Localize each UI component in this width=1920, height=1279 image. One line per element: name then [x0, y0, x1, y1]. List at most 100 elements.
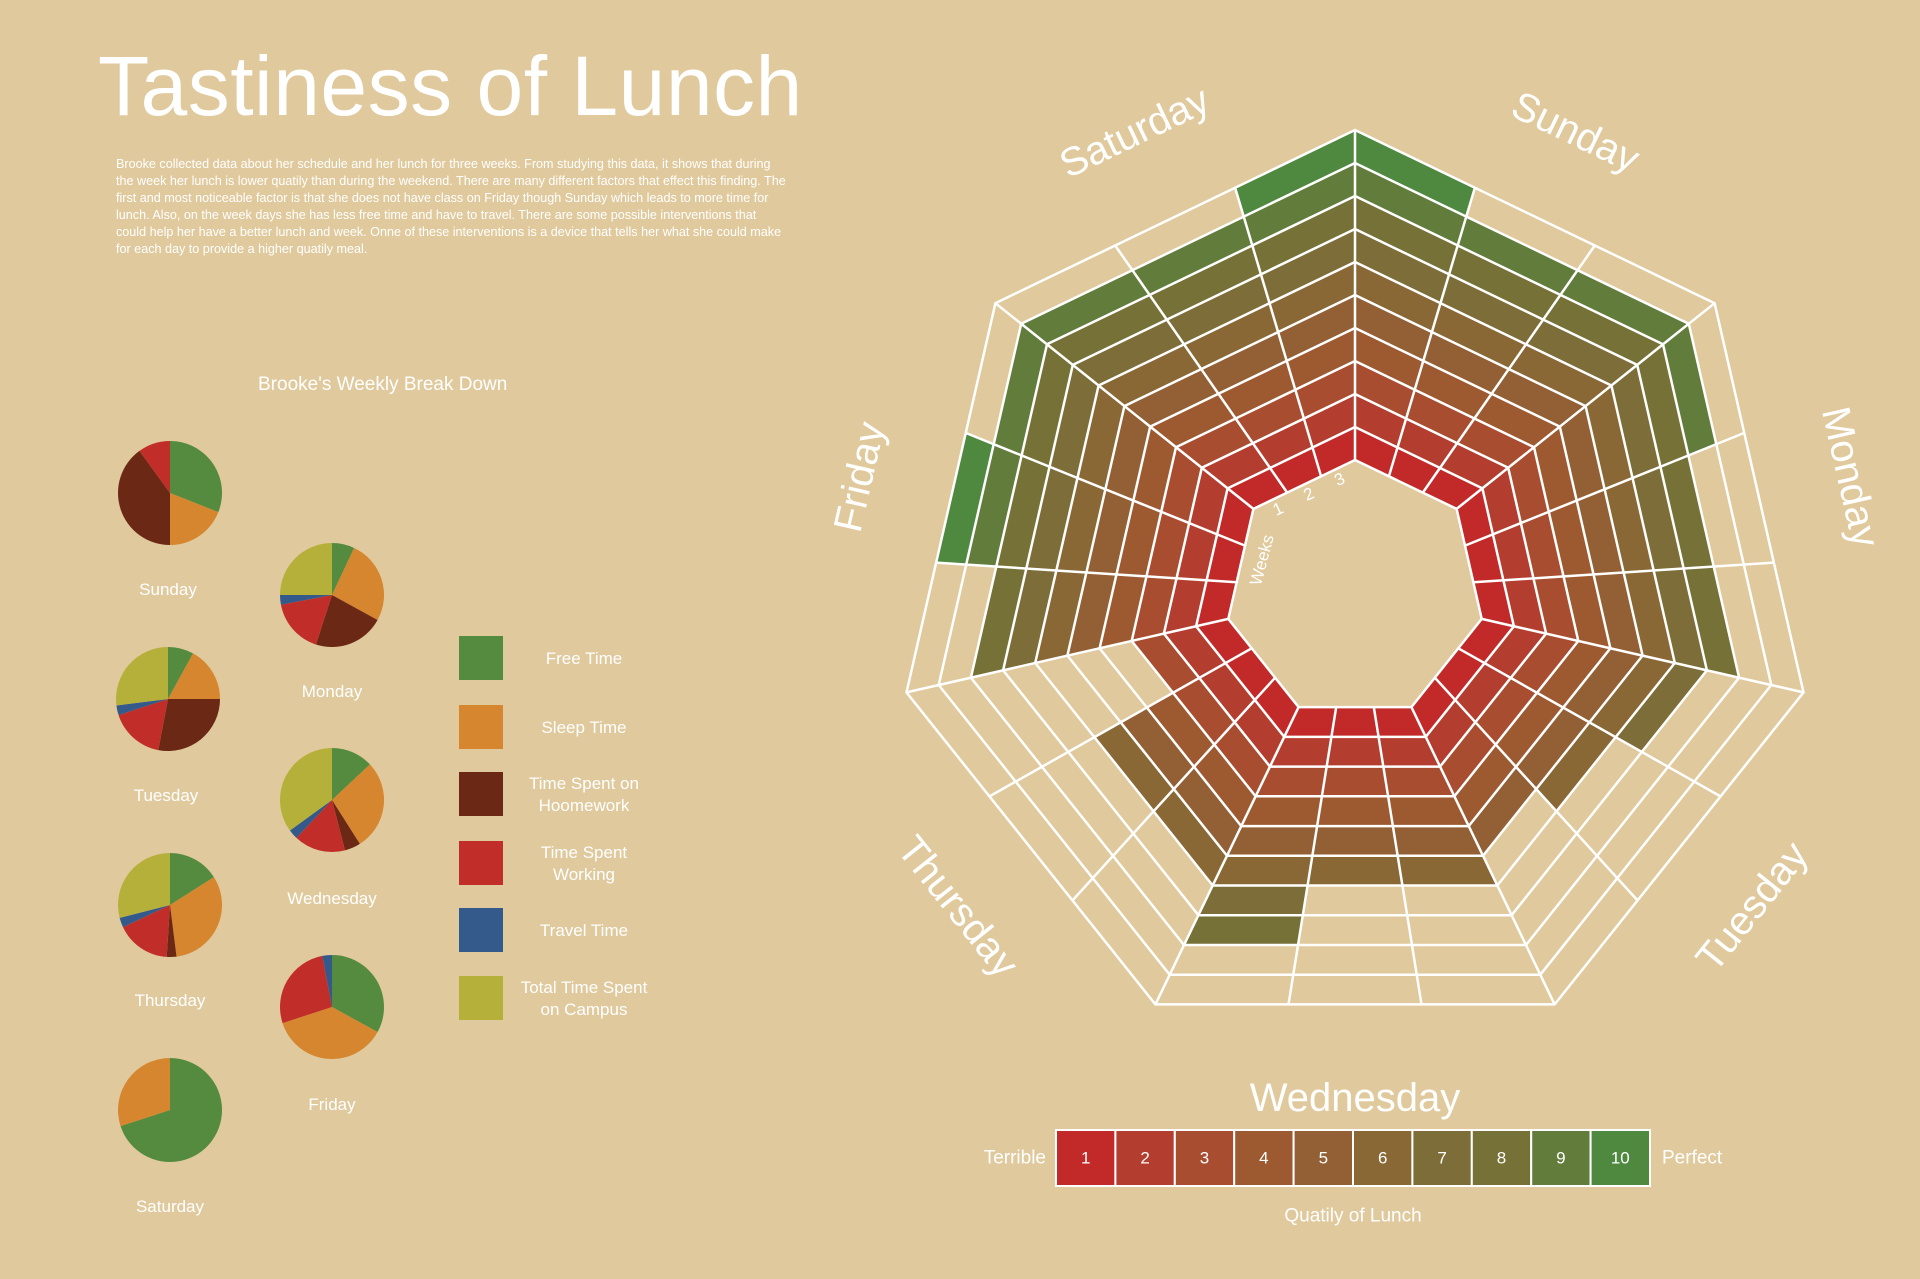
- radar-cell-tuesday-week-3-level-1: [1411, 677, 1456, 737]
- pie-slice-thursday-free-time: [170, 853, 214, 905]
- radar-spoke-3-2: [1287, 706, 1338, 1005]
- radar-cell-friday-week-1-level-5: [1067, 572, 1117, 656]
- radar-cell-tuesday-week-3-level-4: [1454, 744, 1516, 827]
- scale-value-2: 2: [1140, 1149, 1149, 1168]
- radar-cell-friday-week-1-level-8: [970, 566, 1027, 678]
- radar-cell-sunday-week-2-level-4: [1414, 360, 1492, 419]
- page-title: Tastiness of Lunch: [98, 39, 803, 133]
- radar-day-thursday: [1094, 618, 1299, 886]
- radar-cell-saturday-week-2-level-4: [1218, 360, 1296, 419]
- radar-cell-tuesday-week-2-level-6: [1536, 722, 1616, 812]
- pie-slice-wednesday-free-time: [332, 748, 370, 800]
- radar-cell-wednesday-week-3-level-2: [1270, 736, 1332, 767]
- legend-swatch-campus: [459, 976, 503, 1020]
- radar-cell-saturday-week-1-level-5: [1124, 369, 1219, 427]
- pie-slice-thursday-sleep-time: [170, 877, 223, 957]
- scale-value-9: 9: [1556, 1149, 1565, 1168]
- radar-day-wednesday: [1184, 707, 1498, 945]
- radar-cell-monday-week-2-level-6: [1604, 478, 1654, 573]
- legend-label-campus: Total Time Spent on Campus: [520, 978, 648, 1019]
- radar-cell-wednesday-week-1-level-3: [1383, 766, 1455, 797]
- pie-slice-tuesday-free-time: [168, 647, 194, 699]
- pie-slice-monday-working: [280, 595, 332, 645]
- radar-cell-wednesday-week-2-level-4: [1317, 796, 1393, 827]
- radar-cell-thursday-week-1-level-4: [1194, 744, 1256, 827]
- legend-swatch-working: [459, 841, 503, 885]
- radar-cell-tuesday-week-2-level-1: [1434, 648, 1485, 700]
- radar-cell-sunday-week-1-level-8: [1355, 196, 1458, 275]
- pie-label-friday: Friday: [308, 1095, 356, 1114]
- scale-box-8: [1470, 1129, 1533, 1187]
- radar-cell-monday-week-1-level-7: [1611, 364, 1661, 478]
- radar-cell-thursday-week-2-level-1: [1225, 648, 1276, 700]
- radar-cell-saturday-week-1-level-9: [1021, 270, 1150, 345]
- radar-cell-saturday-week-1-level-7: [1072, 319, 1184, 386]
- radar-ring-4: [1098, 326, 1612, 828]
- radar-cell-sunday-week-1-level-5: [1355, 295, 1432, 361]
- radar-label-wednesday: Wednesday: [1250, 1076, 1461, 1120]
- pie-charts: [115, 441, 385, 1163]
- pie-label-thursday: Thursday: [134, 991, 206, 1010]
- radar-cell-friday-week-1-level-4: [1099, 574, 1147, 649]
- radar-cell-wednesday-week-3-level-4: [1241, 796, 1322, 827]
- radar-cell-friday-week-2-level-9: [966, 444, 1022, 567]
- pie-slice-wednesday-campus: [280, 748, 332, 831]
- pie-label-sunday: Sunday: [139, 580, 197, 599]
- radar-cell-tuesday-week-2-level-2: [1455, 663, 1511, 723]
- radar-cell-saturday-week-2-level-9: [1132, 216, 1253, 295]
- radar-cell-tuesday-week-3-level-5: [1468, 766, 1537, 856]
- pie-label-saturday: Saturday: [135, 1197, 205, 1216]
- pie-slice-monday-homework: [315, 595, 378, 647]
- radar-cell-wednesday-week-3-level-5: [1227, 826, 1318, 856]
- radar-cell-wednesday-week-2-level-1: [1331, 707, 1379, 737]
- legend-item-free-time: Free Time: [459, 636, 759, 682]
- radar-spoke-6-2: [1233, 187, 1323, 477]
- radar-spoke-3-1: [1372, 706, 1423, 1005]
- radar-spoke-2-2: [1433, 676, 1639, 902]
- radar-label-monday: Monday: [1813, 403, 1888, 552]
- radar-cell-saturday-week-1-level-6: [1098, 344, 1202, 407]
- radar-cell-saturday-week-1-level-2: [1201, 443, 1270, 489]
- pie-slice-tuesday-campus: [115, 647, 168, 706]
- scale-box-6: [1352, 1129, 1414, 1187]
- scale-box-7: [1411, 1129, 1473, 1187]
- radar-cell-saturday-week-3-level-5: [1278, 295, 1355, 361]
- radar-label-tuesday: Tuesday: [1688, 834, 1817, 980]
- radar-cell-wednesday-week-3-level-8: [1184, 915, 1303, 945]
- radar-cell-sunday-week-2-level-9: [1457, 216, 1578, 295]
- pie-tuesday: [115, 647, 220, 752]
- radar-cell-wednesday-week-2-level-3: [1321, 766, 1389, 797]
- radar-cell-monday-week-1-level-8: [1637, 344, 1689, 467]
- pie-slice-tuesday-travel: [116, 699, 168, 716]
- radar-cell-sunday-week-3-level-2: [1440, 443, 1509, 489]
- radar-cell-saturday-week-2-level-5: [1201, 332, 1287, 394]
- legend-swatch-free-time: [459, 636, 503, 680]
- radar-cell-tuesday-week-1-level-6: [1589, 655, 1675, 738]
- radar-cell-thursday-week-1-level-3: [1214, 722, 1270, 797]
- radar-ring-9: [937, 161, 1773, 976]
- radar-label-thursday: Thursday: [889, 828, 1027, 986]
- legend-item-working: Time Spent Working: [459, 841, 759, 887]
- legend-item-campus: Total Time Spent on Campus: [459, 976, 759, 1022]
- intro-paragraph: Brooke collected data about her schedule…: [116, 157, 786, 256]
- radar-ring-0: [1226, 458, 1484, 709]
- radar-cell-friday-week-3-level-5: [1105, 406, 1151, 501]
- radar-cell-sunday-week-1-level-9: [1355, 163, 1467, 246]
- radar-cell-saturday-week-1-level-4: [1150, 393, 1236, 448]
- radar-label-friday: Friday: [826, 418, 894, 536]
- radar-ring-3: [1130, 359, 1580, 798]
- radar-cell-thursday-week-2-level-5: [1120, 707, 1195, 790]
- radar-cell-saturday-week-1-level-3: [1176, 418, 1253, 468]
- pie-slice-sunday-free-time: [170, 441, 223, 513]
- pie-slice-thursday-campus: [117, 853, 170, 918]
- radar-spoke-0-2: [1421, 244, 1596, 494]
- radar-cell-monday-week-3-level-7: [1653, 568, 1707, 671]
- radar-spoke-5-2: [965, 431, 1246, 547]
- radar-cell-monday-week-2-level-5: [1576, 489, 1624, 575]
- radar-cell-sunday-week-1-level-3: [1355, 361, 1415, 419]
- pie-slice-wednesday-sleep-time: [332, 764, 385, 844]
- radar-cell-saturday-week-3-level-4: [1286, 328, 1355, 390]
- scale-box-9: [1530, 1129, 1592, 1187]
- legend-label-sleep-time: Sleep Time: [541, 718, 627, 737]
- radar-cell-tuesday-week-1-level-4: [1537, 641, 1611, 708]
